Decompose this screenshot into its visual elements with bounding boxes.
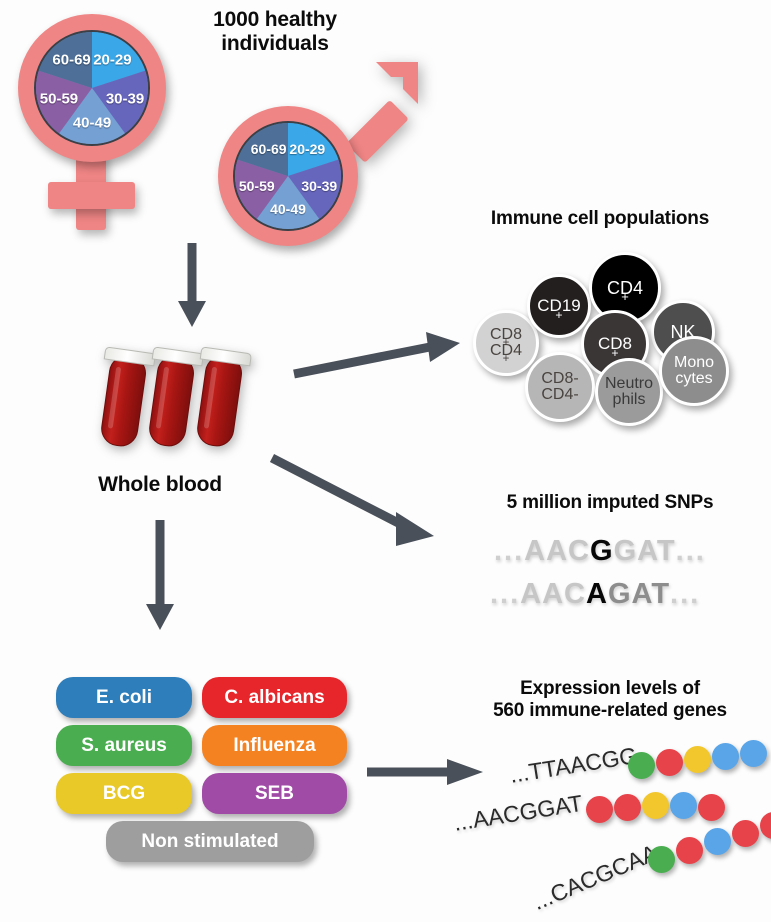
snp-row1-suffix: ... bbox=[675, 535, 706, 567]
stimulus-s-aureus[interactable]: S. aureus bbox=[56, 725, 192, 766]
snp-sequence-row-1: ...AACGGAT... bbox=[494, 535, 706, 568]
arrow-blood-to-immune bbox=[293, 332, 460, 379]
expression-strands: ...TTAACGG ...AACGGAT ...CACGCAA bbox=[440, 740, 771, 920]
cohort-title-line2: individuals bbox=[221, 32, 329, 56]
cd8p-cd4p-line2: CD4 bbox=[489, 342, 522, 359]
immune-cell-cd8n-cd4n[interactable]: CD8- CD4- bbox=[525, 352, 595, 422]
cd4-label: CD4 bbox=[606, 277, 643, 298]
arrow-stimuli-to-expression bbox=[367, 759, 483, 785]
monocytes-line1: Mono bbox=[673, 353, 715, 371]
cd8n-cd4n-line2: CD4- bbox=[541, 386, 579, 403]
stimulus-label: C. albicans bbox=[224, 686, 325, 708]
whole-blood-label: Whole blood bbox=[98, 473, 222, 496]
cohort-title: 1000 healthy individuals bbox=[175, 8, 375, 57]
stimulus-c-albicans[interactable]: C. albicans bbox=[202, 677, 347, 718]
stimuli-panel: E. coli C. albicans S. aureus Influenza … bbox=[20, 660, 360, 880]
gene-strand-2-sequence: ...AACGGAT bbox=[451, 789, 585, 836]
gene-bead bbox=[698, 794, 725, 821]
stimulus-label: Non stimulated bbox=[141, 830, 279, 852]
stimulus-bcg[interactable]: BCG bbox=[56, 773, 192, 814]
age-label-20-29: 20-29 bbox=[289, 141, 326, 158]
stimulus-label: E. coli bbox=[96, 686, 152, 708]
age-label-60-69: 60-69 bbox=[250, 141, 287, 158]
stimulus-seb[interactable]: SEB bbox=[202, 773, 347, 814]
snp-row1-post: GAT bbox=[613, 535, 676, 567]
cd8p-cd4p-line1: CD8 bbox=[489, 325, 522, 343]
snp-row1-highlight: G bbox=[590, 535, 614, 567]
immune-cell-cluster: CD8 + CD4 + CD19 + CD4 + NK CD8 + CD8- CD4- N… bbox=[463, 248, 763, 428]
gene-bead bbox=[740, 740, 767, 767]
age-label-40-49: 40-49 bbox=[270, 200, 306, 217]
gene-strand-1-sequence: ...TTAACGG bbox=[507, 742, 640, 788]
immune-cell-neutrophils[interactable]: Neutro phils bbox=[595, 358, 663, 426]
cohort-title-line1: 1000 healthy bbox=[213, 8, 337, 31]
age-label-50-59: 50-59 bbox=[39, 90, 79, 108]
immune-title: Immune cell populations bbox=[490, 208, 710, 229]
snp-row2-post: GAT bbox=[607, 578, 671, 610]
immune-cell-cd8p-cd4p[interactable]: CD8 + CD4 + bbox=[473, 310, 539, 376]
stimulus-e-coli[interactable]: E. coli bbox=[56, 677, 192, 718]
cd19-label: CD19 bbox=[537, 296, 581, 316]
gene-bead bbox=[676, 837, 703, 864]
stimulus-label: BCG bbox=[102, 782, 146, 804]
neutrophils-line1: Neutro bbox=[604, 374, 654, 392]
age-label-60-69: 60-69 bbox=[52, 51, 91, 69]
snp-sequence-row-2: ...AACAGAT... bbox=[490, 578, 700, 611]
gene-bead bbox=[732, 820, 759, 847]
immune-cell-cd19p[interactable]: CD19 + bbox=[527, 274, 591, 338]
gene-bead bbox=[684, 746, 711, 773]
blood-tubes bbox=[98, 338, 258, 458]
stimulus-influenza[interactable]: Influenza bbox=[202, 725, 347, 766]
snps-title: 5 million imputed SNPs bbox=[506, 492, 714, 513]
stimulus-label: SEB bbox=[254, 782, 295, 804]
gene-bead bbox=[656, 749, 683, 776]
gene-bead bbox=[760, 812, 771, 839]
expression-title-line1: Expression levels of bbox=[520, 678, 700, 699]
gene-bead bbox=[586, 796, 613, 823]
male-age-pie: 20-29 30-39 40-49 50-59 60-69 bbox=[233, 121, 343, 231]
male-symbol-arrow bbox=[347, 62, 418, 162]
female-age-pie: 20-29 30-39 40-49 50-59 60-69 bbox=[34, 30, 150, 146]
age-label-40-49: 40-49 bbox=[72, 114, 112, 132]
cd8-label: CD8 bbox=[597, 334, 632, 354]
snp-row1-pre: AAC bbox=[524, 535, 591, 567]
stimulus-label: S. aureus bbox=[81, 734, 167, 756]
immune-cell-monocytes[interactable]: Mono cytes bbox=[659, 336, 729, 406]
gene-bead bbox=[712, 743, 739, 770]
snp-row2-pre: AAC bbox=[520, 578, 587, 610]
gene-bead bbox=[648, 846, 675, 873]
monocytes-line2: cytes bbox=[675, 370, 713, 387]
gene-bead bbox=[628, 752, 655, 779]
age-label-50-59: 50-59 bbox=[238, 178, 275, 195]
neutrophils-line2: phils bbox=[612, 391, 646, 408]
snp-row1-prefix: ... bbox=[494, 535, 525, 567]
stimulus-non-stimulated[interactable]: Non stimulated bbox=[106, 821, 314, 862]
male-symbol: 20-29 30-39 40-49 50-59 60-69 bbox=[208, 62, 423, 263]
gene-bead bbox=[704, 828, 731, 855]
age-label-30-39: 30-39 bbox=[105, 90, 145, 108]
gene-bead bbox=[642, 792, 669, 819]
female-symbol: 20-29 30-39 40-49 50-59 60-69 bbox=[8, 12, 178, 230]
arrow-cohort-to-blood bbox=[178, 243, 206, 327]
female-symbol-crossbar bbox=[48, 182, 135, 209]
age-label-30-39: 30-39 bbox=[301, 178, 338, 195]
snp-row2-suffix: ... bbox=[670, 578, 701, 610]
snp-row2-highlight: A bbox=[586, 578, 608, 610]
gene-bead bbox=[670, 792, 697, 819]
stimulus-label: Influenza bbox=[233, 734, 316, 756]
age-label-20-29: 20-29 bbox=[93, 51, 132, 69]
arrow-blood-to-stimuli bbox=[146, 520, 174, 630]
gene-strand-3-sequence: ...CACGCAA bbox=[528, 839, 662, 916]
snp-row2-prefix: ... bbox=[490, 578, 521, 610]
cd8n-cd4n-line1: CD8- bbox=[541, 369, 579, 387]
expression-title: Expression levels of 560 immune-related … bbox=[455, 678, 765, 722]
gene-bead bbox=[614, 794, 641, 821]
arrow-blood-to-snps bbox=[269, 453, 434, 546]
expression-title-line2: 560 immune-related genes bbox=[493, 700, 727, 722]
